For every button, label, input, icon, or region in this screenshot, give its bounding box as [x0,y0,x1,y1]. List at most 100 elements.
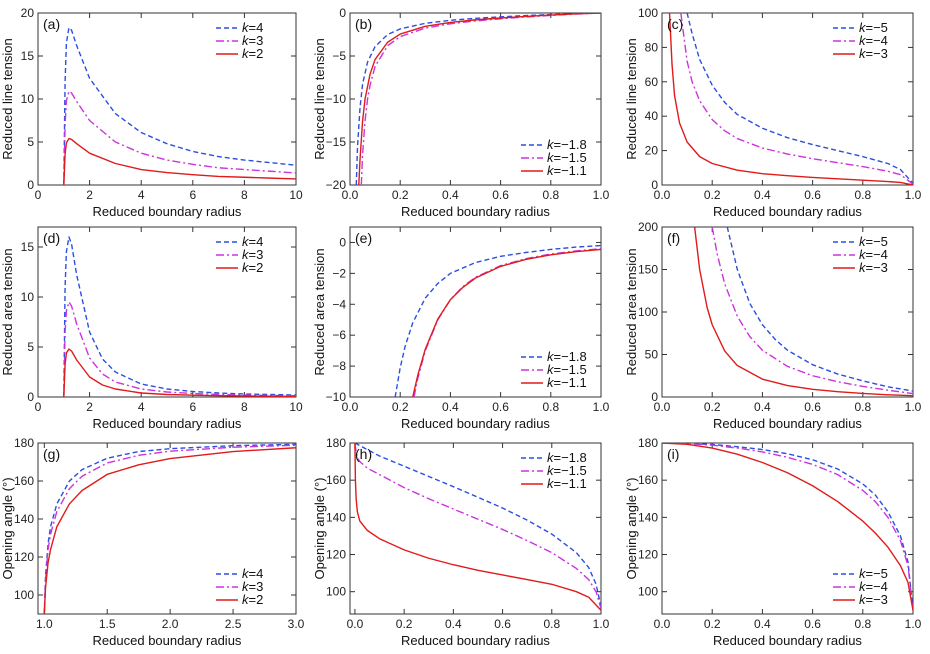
x-tick-label: 1.0 [593,188,610,202]
y-tick-label: 0 [27,390,34,404]
legend-entry: k=4 [242,234,263,249]
legend-entry: k=4 [242,20,263,35]
y-tick-label: 180 [638,436,658,450]
panel-i: 0.0 0.2 0.4 0.6 0.8 1.0 100 120 140 160 180 Reduced… [624,436,922,648]
legend-entry: k=−1.8 [547,349,587,364]
legend-entry: k=−4 [859,33,888,48]
y-tick-label: 120 [14,550,34,564]
x-tick-label: 2 [86,188,93,202]
y-axis-label: Reduced area tension [312,248,327,375]
x-axis-label: Reduced boundary radius [93,204,242,219]
x-tick-label: 0.2 [704,188,721,202]
series-line-kminus5 [726,227,913,392]
series-line-k4 [63,26,296,185]
y-tick-label: 100 [326,585,346,599]
legend-entry: k=4 [242,566,263,581]
y-tick-label: 140 [638,510,658,524]
panel-f: 0.0 0.2 0.4 0.6 0.8 1.0 0 50 100 150 200 Reduced bo… [624,220,922,431]
x-tick-label: 0.0 [654,400,671,414]
series-group [355,13,601,185]
legend-entry: k=3 [242,579,263,594]
panel-label: (a) [43,16,60,32]
y-tick-label: −15 [326,135,347,149]
y-tick-label: −2 [332,266,346,280]
legend-entry: k=−5 [859,20,888,35]
panel-label: (h) [355,446,372,462]
x-tick-label: 0.4 [754,617,771,631]
legend-entry: k=−3 [859,260,888,275]
x-tick-label: 0.0 [654,188,671,202]
x-tick-label: 1.0 [905,188,922,202]
x-tick-label: 0.8 [854,400,871,414]
panel-label: (f) [667,230,680,246]
x-tick-label: 0.6 [494,617,511,631]
series-line-kminus5 [686,13,913,184]
series-line-kminus4 [662,443,913,611]
legend-entry: k=3 [242,247,263,262]
x-tick-label: 1.0 [593,617,610,631]
x-axis-label: Reduced boundary radius [93,633,242,648]
legend: k=4k=3k=2 [216,20,263,61]
y-tick-label: 10 [21,290,35,304]
x-tick-label: 0.2 [392,188,409,202]
panel-b: 0.0 0.2 0.4 0.6 0.8 1.0 −20 −15 −10 −5 0 Reduced bo… [312,6,610,219]
y-tick-label: 50 [645,348,659,362]
y-tick-label: −4 [332,297,346,311]
y-tick-label: 150 [638,263,658,277]
x-axis-label: Reduced boundary radius [401,416,550,431]
x-tick-label: 0.4 [442,188,459,202]
series-line-k3 [63,301,296,397]
x-tick-label: 8 [241,188,248,202]
y-tick-label: 10 [21,92,35,106]
x-tick-label: 4 [138,400,145,414]
x-tick-label: 4 [138,188,145,202]
x-tick-label: 0.4 [754,188,771,202]
x-tick-label: 0.6 [804,188,821,202]
legend-entry: k=2 [242,46,263,61]
legend-entry: k=2 [242,592,263,607]
legend: k=−5k=−4k=−3 [833,20,888,61]
legend-entry: k=−1.8 [547,137,587,152]
series-group [394,244,601,397]
y-tick-label: −8 [332,359,346,373]
series-group [668,13,913,185]
series-line-k2 [63,137,296,185]
x-tick-label: 0.0 [654,617,671,631]
series-line-k4 [63,236,296,397]
legend-entry: k=2 [242,260,263,275]
y-tick-label: 100 [638,6,658,20]
y-tick-label: 0 [651,178,658,192]
y-tick-label: 200 [638,220,658,234]
x-tick-label: 0.6 [492,188,509,202]
series-group [63,26,296,185]
series-group [693,227,913,397]
x-tick-label: 0.8 [854,188,871,202]
x-tick-label: 0.8 [543,617,560,631]
x-tick-label: 0.6 [804,617,821,631]
series-line-kminus3 [668,13,913,185]
y-tick-label: 20 [645,144,659,158]
x-tick-label: 6 [189,188,196,202]
panel-label: (b) [355,16,372,32]
x-tick-label: 0.4 [754,400,771,414]
panel-c: 0.0 0.2 0.4 0.6 0.8 1.0 0 20 40 60 80 100 Reduced bo… [624,6,922,219]
y-tick-label: −20 [326,178,347,192]
legend-entry: k=−4 [859,579,888,594]
y-tick-label: 40 [645,109,659,123]
legend-entry: k=−1.5 [547,362,587,377]
legend: k=−5k=−4k=−3 [833,234,888,275]
x-tick-label: 1.0 [905,617,922,631]
legend-entry: k=−1.5 [547,463,587,478]
y-tick-label: 15 [21,240,35,254]
y-tick-label: 100 [638,305,658,319]
x-tick-label: 1.0 [36,617,53,631]
series-line-kminus1.8 [354,443,601,607]
series-line-kminus1.1 [354,443,601,611]
x-tick-label: 0.6 [492,400,509,414]
x-tick-label: 0.2 [396,617,413,631]
legend: k=−1.8k=−1.5k=−1.1 [521,450,587,491]
panel-h: 0.0 0.2 0.4 0.6 0.8 1.0 100 120 140 160 180 Reduced… [312,436,610,648]
legend-entry: k=−4 [859,247,888,262]
y-tick-label: 0 [339,6,346,20]
x-axis-label: Reduced boundary radius [401,633,550,648]
